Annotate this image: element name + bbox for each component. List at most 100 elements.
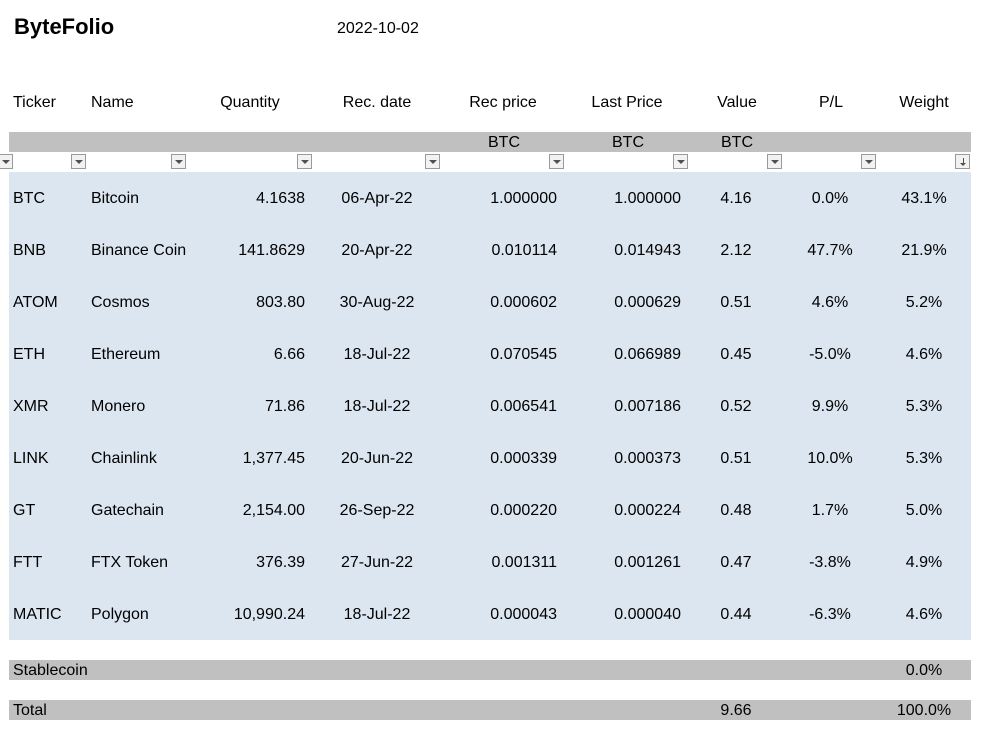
total-value: 9.66 bbox=[720, 702, 752, 719]
cell-pl: 4.6% bbox=[811, 294, 849, 311]
cell-value: 0.48 bbox=[720, 502, 752, 519]
cell-weight: 5.3% bbox=[905, 398, 943, 415]
unit-band bbox=[9, 132, 971, 152]
cell-rec-price: 0.010114 bbox=[491, 242, 557, 259]
app-title: ByteFolio bbox=[14, 14, 115, 39]
cell-pl: 0.0% bbox=[811, 190, 849, 207]
column-header-last-price: Last Price bbox=[591, 94, 663, 111]
cell-pl: 47.7% bbox=[807, 242, 853, 259]
cell-value: 0.52 bbox=[720, 398, 752, 415]
cell-ticker: LINK bbox=[13, 450, 49, 467]
cell-rec-price: 0.006541 bbox=[490, 398, 557, 415]
cell-ticker: MATIC bbox=[13, 606, 62, 623]
cell-weight: 4.6% bbox=[905, 606, 943, 623]
column-header-ticker: Ticker bbox=[13, 94, 56, 111]
cell-last-price: 0.066989 bbox=[614, 346, 681, 363]
cell-name: Gatechain bbox=[91, 502, 164, 519]
column-header-quantity: Quantity bbox=[220, 94, 280, 111]
filter-dropdown-icon[interactable] bbox=[171, 154, 186, 169]
filter-dropdown-icon[interactable] bbox=[861, 154, 876, 169]
cell-quantity: 376.39 bbox=[256, 554, 305, 571]
column-header-pl: P/L bbox=[818, 94, 844, 111]
cell-value: 0.47 bbox=[720, 554, 752, 571]
cell-ticker: BTC bbox=[13, 190, 45, 207]
filter-dropdown-icon[interactable] bbox=[71, 154, 86, 169]
cell-rec-date: 18-Jul-22 bbox=[343, 398, 411, 415]
table-row[interactable]: FTT FTX Token 376.39 27-Jun-22 0.001311 … bbox=[0, 536, 1001, 588]
cell-rec-price: 0.000602 bbox=[490, 294, 557, 311]
cell-last-price: 0.000224 bbox=[614, 502, 681, 519]
column-header-rec-price: Rec price bbox=[469, 94, 537, 111]
cell-value: 2.12 bbox=[720, 242, 752, 259]
stablecoin-label: Stablecoin bbox=[13, 662, 88, 679]
column-header-name: Name bbox=[91, 94, 134, 111]
cell-rec-date: 30-Aug-22 bbox=[339, 294, 415, 311]
cell-last-price: 1.000000 bbox=[614, 190, 681, 207]
table-row[interactable]: XMR Monero 71.86 18-Jul-22 0.006541 0.00… bbox=[0, 380, 1001, 432]
cell-rec-date: 26-Sep-22 bbox=[339, 502, 415, 519]
filter-dropdown-icon[interactable] bbox=[673, 154, 688, 169]
cell-weight: 5.0% bbox=[905, 502, 943, 519]
total-band bbox=[9, 700, 971, 720]
cell-ticker: GT bbox=[13, 502, 36, 519]
cell-last-price: 0.001261 bbox=[614, 554, 681, 571]
cell-pl: 1.7% bbox=[811, 502, 849, 519]
cell-quantity: 1,377.45 bbox=[242, 450, 305, 467]
column-header-rec-date: Rec. date bbox=[342, 94, 412, 111]
cell-name: FTX Token bbox=[91, 554, 169, 571]
filter-dropdown-icon[interactable] bbox=[767, 154, 782, 169]
report-date: 2022-10-02 bbox=[337, 20, 419, 37]
cell-rec-date: 27-Jun-22 bbox=[340, 554, 414, 571]
sort-descending-icon[interactable] bbox=[955, 154, 970, 169]
column-header-value: Value bbox=[717, 94, 757, 111]
cell-rec-price: 0.000043 bbox=[490, 606, 557, 623]
unit-value: BTC bbox=[721, 134, 753, 151]
cell-value: 0.44 bbox=[720, 606, 752, 623]
filter-dropdown-icon[interactable] bbox=[549, 154, 564, 169]
cell-pl: 10.0% bbox=[807, 450, 853, 467]
cell-name: Chainlink bbox=[91, 450, 157, 467]
cell-value: 0.51 bbox=[720, 450, 752, 467]
table-row[interactable]: LINK Chainlink 1,377.45 20-Jun-22 0.0003… bbox=[0, 432, 1001, 484]
cell-rec-date: 06-Apr-22 bbox=[341, 190, 413, 207]
cell-value: 4.16 bbox=[720, 190, 752, 207]
cell-ticker: XMR bbox=[13, 398, 49, 415]
table-row[interactable]: ATOM Cosmos 803.80 30-Aug-22 0.000602 0.… bbox=[0, 276, 1001, 328]
cell-quantity: 4.1638 bbox=[256, 190, 305, 207]
table-row[interactable]: BTC Bitcoin 4.1638 06-Apr-22 1.000000 1.… bbox=[0, 172, 1001, 224]
cell-pl: -3.8% bbox=[809, 554, 851, 571]
filter-dropdown-icon[interactable] bbox=[297, 154, 312, 169]
filter-dropdown-icon[interactable] bbox=[0, 154, 13, 169]
cell-ticker: ETH bbox=[13, 346, 45, 363]
cell-weight: 4.6% bbox=[905, 346, 943, 363]
cell-weight: 5.2% bbox=[905, 294, 943, 311]
cell-ticker: FTT bbox=[13, 554, 43, 571]
unit-rec-price: BTC bbox=[488, 134, 520, 151]
cell-weight: 43.1% bbox=[901, 190, 947, 207]
cell-value: 0.51 bbox=[720, 294, 752, 311]
cell-name: Bitcoin bbox=[91, 190, 140, 207]
unit-last-price: BTC bbox=[612, 134, 644, 151]
cell-pl: -5.0% bbox=[809, 346, 851, 363]
table-row[interactable]: BNB Binance Coin 141.8629 20-Apr-22 0.01… bbox=[0, 224, 1001, 276]
total-label: Total bbox=[13, 702, 47, 719]
cell-name: Polygon bbox=[91, 606, 149, 623]
cell-name: Binance Coin bbox=[91, 242, 187, 259]
filter-dropdown-icon[interactable] bbox=[425, 154, 440, 169]
table-row[interactable]: ETH Ethereum 6.66 18-Jul-22 0.070545 0.0… bbox=[0, 328, 1001, 380]
table-row[interactable]: MATIC Polygon 10,990.24 18-Jul-22 0.0000… bbox=[0, 588, 1001, 640]
cell-quantity: 71.86 bbox=[264, 398, 305, 415]
cell-pl: -6.3% bbox=[809, 606, 851, 623]
cell-quantity: 10,990.24 bbox=[233, 606, 305, 623]
cell-quantity: 141.8629 bbox=[238, 242, 305, 259]
cell-quantity: 6.66 bbox=[273, 346, 305, 363]
cell-weight: 21.9% bbox=[901, 242, 947, 259]
cell-last-price: 0.000040 bbox=[614, 606, 681, 623]
cell-last-price: 0.014943 bbox=[614, 242, 681, 259]
cell-rec-price: 1.000000 bbox=[490, 190, 557, 207]
table-row[interactable]: GT Gatechain 2,154.00 26-Sep-22 0.000220… bbox=[0, 484, 1001, 536]
cell-pl: 9.9% bbox=[811, 398, 849, 415]
cell-last-price: 0.007186 bbox=[614, 398, 681, 415]
cell-ticker: BNB bbox=[13, 242, 46, 259]
cell-ticker: ATOM bbox=[13, 294, 58, 311]
